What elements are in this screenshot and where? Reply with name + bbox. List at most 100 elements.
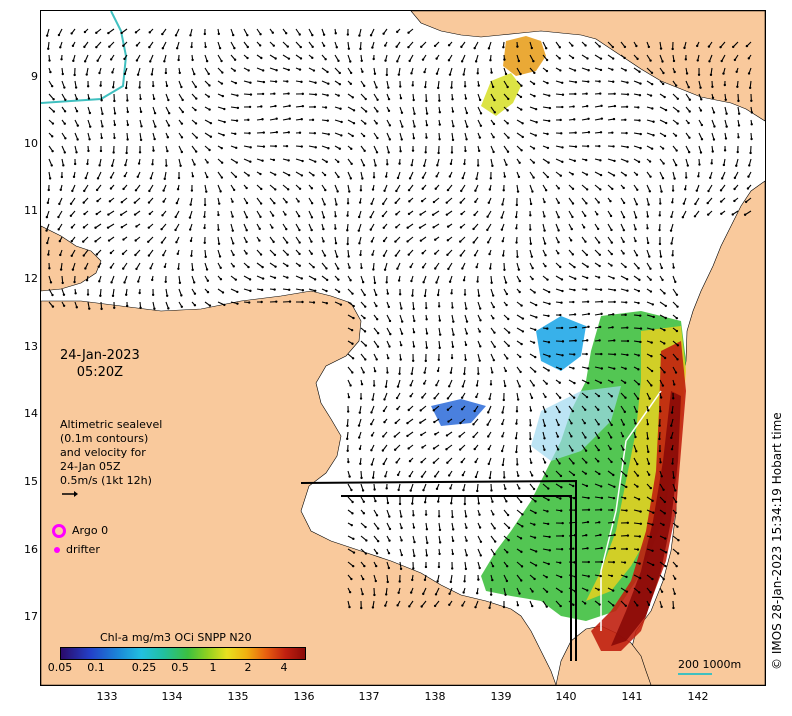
velocity-arrow-head	[363, 316, 366, 320]
velocity-arrow-head	[472, 227, 475, 231]
velocity-arrow-head	[520, 342, 523, 346]
velocity-arrow-head	[671, 254, 674, 257]
velocity-arrow-head	[324, 57, 327, 61]
velocity-arrow-head	[561, 521, 564, 525]
velocity-arrow-head	[359, 253, 362, 257]
velocity-arrow-head	[559, 265, 562, 269]
velocity-arrow-head	[382, 254, 386, 257]
velocity-arrow-head	[425, 332, 429, 335]
velocity-arrow-head	[176, 252, 179, 256]
velocity-arrow-head	[374, 564, 378, 568]
velocity-arrow-head	[533, 94, 536, 98]
velocity-arrow-head	[624, 265, 627, 269]
velocity-arrow-head	[400, 320, 404, 323]
velocity-arrow-head	[662, 577, 665, 581]
velocity-arrow-head	[623, 381, 627, 384]
velocity-arrow-head	[310, 228, 313, 232]
velocity-arrow-head	[411, 578, 414, 582]
velocity-arrow-head	[165, 164, 168, 167]
velocity-arrow-head	[649, 278, 652, 281]
velocity-arrow-head	[534, 107, 538, 111]
velocity-arrow-head	[534, 500, 537, 503]
velocity-arrow-head	[662, 523, 665, 527]
velocity-arrow-head	[70, 226, 74, 229]
velocity-arrow-head	[370, 422, 373, 426]
velocity-arrow-head	[634, 435, 637, 439]
velocity-arrow-head	[465, 526, 468, 529]
colorbar-ticks: 0.05 0.1 0.25 0.5 1 2 4	[48, 661, 306, 675]
velocity-arrow-head	[598, 521, 601, 524]
velocity-arrow-head	[48, 177, 52, 180]
velocity-arrow-head	[134, 31, 138, 34]
velocity-arrow-head	[650, 147, 654, 150]
velocity-arrow-head	[670, 411, 674, 414]
velocity-arrow-head	[624, 367, 627, 370]
velocity-arrow-head	[561, 534, 565, 538]
velocity-arrow-head	[370, 202, 373, 206]
velocity-arrow-head	[558, 462, 561, 465]
velocity-arrow-head	[507, 538, 510, 542]
velocity-arrow-head	[123, 57, 126, 61]
velocity-arrow-head	[188, 228, 192, 231]
velocity-arrow-head	[477, 578, 480, 581]
velocity-arrow-head	[503, 58, 506, 61]
velocity-arrow-head	[126, 99, 129, 102]
velocity-arrow-head	[383, 420, 386, 424]
velocity-arrow-head	[676, 305, 679, 308]
velocity-arrow-head	[371, 476, 375, 479]
velocity-arrow-head	[314, 93, 318, 96]
velocity-arrow-head	[235, 119, 239, 122]
velocity-arrow-head	[148, 31, 151, 34]
velocity-arrow-head	[151, 163, 154, 166]
velocity-arrow-head	[507, 317, 510, 321]
velocity-arrow-head	[286, 276, 289, 279]
velocity-arrow-head	[518, 592, 521, 595]
lat-tick-9: 9	[31, 70, 38, 83]
velocity-arrow-head	[533, 291, 536, 294]
velocity-arrow-head	[676, 97, 680, 100]
velocity-arrow-head	[464, 567, 468, 571]
velocity-arrow-head	[447, 385, 451, 388]
velocity-arrow-head	[322, 44, 326, 47]
velocity-arrow-head	[286, 80, 289, 83]
velocity-arrow-head	[560, 301, 563, 304]
map-time: 05:20Z	[76, 365, 124, 380]
velocity-arrow-head	[167, 98, 170, 102]
velocity-arrow-head	[507, 344, 510, 348]
velocity-arrow-head	[505, 579, 509, 583]
velocity-arrow-head	[587, 131, 591, 134]
velocity-arrow-head	[646, 241, 650, 245]
velocity-arrow-head	[599, 533, 602, 537]
velocity-arrow-head	[273, 202, 276, 205]
velocity-arrow-head	[639, 132, 642, 136]
velocity-arrow-head	[636, 604, 639, 607]
velocity-arrow-head	[438, 123, 441, 126]
velocity-arrow-head	[472, 241, 475, 244]
velocity-arrow-head	[507, 136, 510, 139]
velocity-arrow-head	[719, 200, 723, 203]
velocity-arrow-head	[638, 535, 641, 538]
velocity-arrow-head	[407, 253, 410, 256]
velocity-arrow-head	[584, 472, 588, 475]
velocity-arrow-head	[419, 409, 422, 412]
velocity-arrow-head	[95, 31, 98, 35]
velocity-arrow-head	[674, 511, 677, 515]
velocity-arrow-head	[351, 342, 354, 345]
velocity-arrow-head	[598, 144, 601, 148]
velocity-arrow-head	[635, 254, 639, 257]
velocity-arrow-head	[750, 137, 753, 141]
velocity-arrow-head	[621, 435, 625, 438]
velocity-arrow-head	[585, 352, 588, 356]
velocity-arrow-head	[137, 162, 141, 165]
velocity-arrow-head	[623, 56, 626, 60]
velocity-arrow-head	[460, 189, 463, 193]
velocity-arrow-head	[396, 30, 399, 34]
velocity-arrow-head	[548, 106, 552, 110]
velocity-arrow-head	[386, 501, 390, 505]
colorbar-tick: 4	[280, 661, 288, 674]
velocity-arrow-head	[107, 239, 111, 242]
velocity-arrow-head	[160, 227, 163, 231]
velocity-arrow-head	[661, 60, 664, 63]
velocity-arrow-head	[437, 565, 441, 569]
velocity-arrow-head	[271, 31, 275, 34]
